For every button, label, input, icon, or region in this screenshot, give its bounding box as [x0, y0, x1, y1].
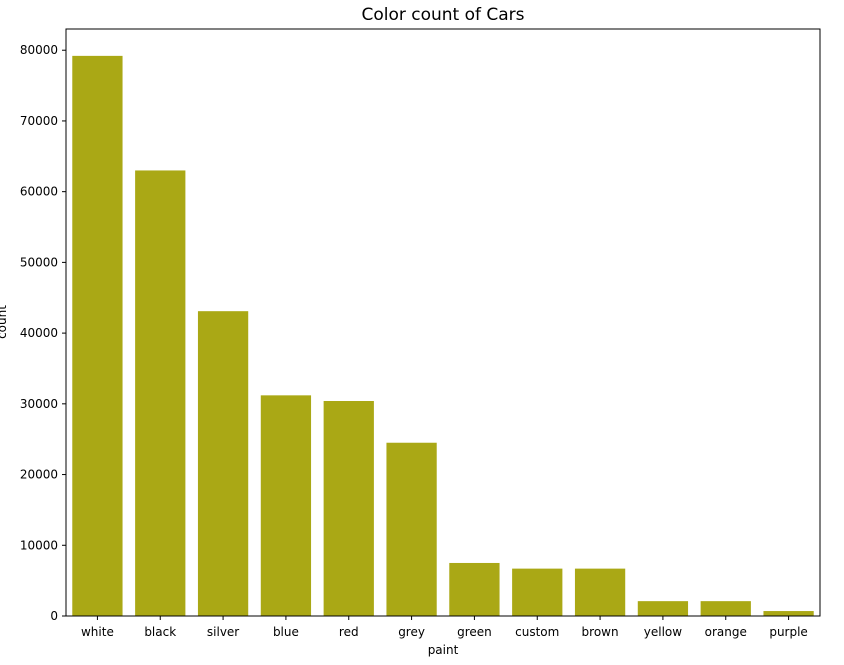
x-tick-label: silver	[207, 625, 239, 639]
x-tick-label: red	[339, 625, 359, 639]
x-tick-label: green	[457, 625, 492, 639]
y-tick-label: 80000	[20, 43, 58, 57]
y-tick-label: 10000	[20, 538, 58, 552]
bar-black	[135, 170, 186, 616]
y-tick-label: 0	[50, 609, 58, 623]
x-tick-label: black	[144, 625, 176, 639]
bar-white	[72, 55, 123, 617]
x-tick-label: orange	[705, 625, 747, 639]
bar-red	[323, 401, 374, 616]
plot-frame	[65, 28, 821, 617]
bar-yellow	[637, 601, 689, 616]
x-tick-label: yellow	[644, 625, 682, 639]
bar-custom	[512, 568, 563, 616]
bar-green	[449, 562, 500, 616]
bars-group	[72, 55, 814, 617]
y-tick-label: 50000	[20, 255, 58, 269]
y-tick-label: 70000	[20, 114, 58, 128]
x-axis-label: paint	[428, 643, 459, 657]
bar-silver	[197, 311, 249, 616]
chart-title: Color count of Cars	[361, 5, 524, 25]
x-axis: white black silver blue red grey green custom br…	[81, 616, 808, 639]
y-tick-label: 30000	[20, 397, 58, 411]
y-tick-label: 40000	[20, 326, 58, 340]
bar-blue	[260, 395, 312, 616]
y-axis-label: count	[0, 305, 9, 339]
bar-grey	[386, 442, 437, 616]
x-tick-label: purple	[769, 625, 808, 639]
x-tick-label: grey	[398, 625, 425, 639]
y-tick-label: 60000	[20, 185, 58, 199]
x-tick-label: blue	[273, 625, 299, 639]
x-tick-label: white	[81, 625, 114, 639]
x-tick-label: custom	[515, 625, 559, 639]
bar-purple	[763, 611, 814, 616]
x-tick-label: brown	[582, 625, 619, 639]
bar-orange	[700, 601, 751, 616]
y-tick-label: 20000	[20, 468, 58, 482]
bar-brown	[574, 568, 626, 616]
y-axis: 0 10000 20000 30000 40000 50000 60000 70000 8000…	[20, 43, 66, 623]
